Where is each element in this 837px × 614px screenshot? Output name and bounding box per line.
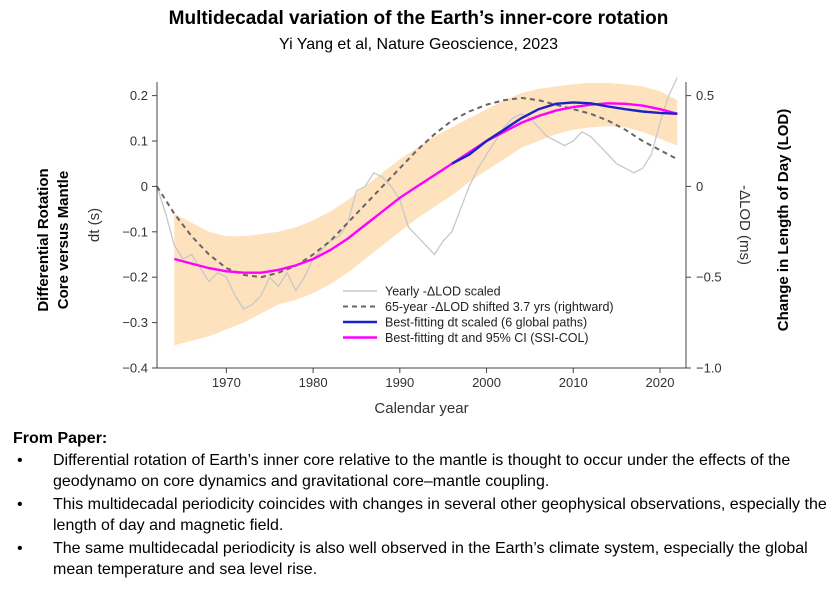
legend-label: Best-fitting dt scaled (6 global paths) [385, 316, 587, 330]
y-left-tick-label: 0.1 [130, 134, 148, 149]
y-axis-right-title: -ΔLOD (ms) [736, 185, 753, 265]
chart-title: Multidecadal variation of the Earth’s in… [168, 8, 669, 29]
notes-item-text: Differential rotation of Earth’s inner c… [53, 452, 791, 490]
side-label-left-line1: Differential Rotation [35, 168, 52, 311]
y-left-tick-label: −0.4 [122, 361, 148, 376]
notes-item: • The same multidecadal periodicity is a… [13, 538, 828, 580]
y-left-tick-label: 0 [141, 179, 148, 194]
notes-item: • This multidecadal periodicity coincide… [13, 494, 828, 536]
y-right-tick-label: 0 [696, 179, 703, 194]
x-tick-label: 1970 [212, 375, 241, 390]
x-tick-label: 2000 [472, 375, 501, 390]
y-right-tick-label: −0.5 [696, 270, 722, 285]
series-line-global-paths [451, 101, 678, 165]
bullet-icon: • [17, 452, 23, 469]
x-tick-label: 2020 [646, 375, 675, 390]
x-axis-title: Calendar year [374, 400, 468, 417]
chart-svg: 1970 1980 1990 2000 2010 2020 0.2 0.1 0 −0.1 −0.2 −… [35, 77, 792, 417]
notes-section: From Paper: • Differential rotation of E… [13, 428, 828, 582]
notes-item-text: The same multidecadal periodicity is als… [53, 540, 808, 578]
side-label-left-line2: Core versus Mantle [55, 171, 72, 309]
series-line-65yr-lod [156, 96, 678, 279]
side-label-right: Change in Length of Day (LOD) [775, 109, 792, 332]
y-left-tick-label: −0.1 [122, 224, 148, 239]
y-left-tick-label: 0.2 [130, 88, 148, 103]
ci-band [174, 82, 678, 346]
bullet-icon: • [17, 496, 23, 513]
y-left-tick-label: −0.2 [122, 270, 148, 285]
series-line-yearly-lod [156, 77, 678, 310]
y-axis-left-title: dt (s) [86, 208, 103, 242]
notes-item: • Differential rotation of Earth’s inner… [13, 450, 828, 492]
bullet-icon: • [17, 540, 23, 557]
y-left-tick-label: −0.3 [122, 315, 148, 330]
x-tick-label: 1990 [385, 375, 414, 390]
x-tick-label: 1980 [299, 375, 328, 390]
legend-label: Best-fitting dt and 95% CI (SSI-COL) [385, 331, 589, 345]
y-right-tick-label: −1.0 [696, 361, 722, 376]
notes-item-text: This multidecadal periodicity coincides … [53, 496, 827, 534]
y-right-tick-label: 0.5 [696, 88, 714, 103]
legend-label: 65-year -ΔLOD shifted 3.7 yrs (rightward… [385, 300, 614, 314]
x-tick-label: 2010 [559, 375, 588, 390]
notes-list: • Differential rotation of Earth’s inner… [13, 450, 828, 580]
notes-heading: From Paper: [13, 430, 108, 447]
chart-subtitle: Yi Yang et al, Nature Geoscience, 2023 [279, 36, 558, 53]
legend-label: Yearly -ΔLOD scaled [385, 285, 501, 299]
